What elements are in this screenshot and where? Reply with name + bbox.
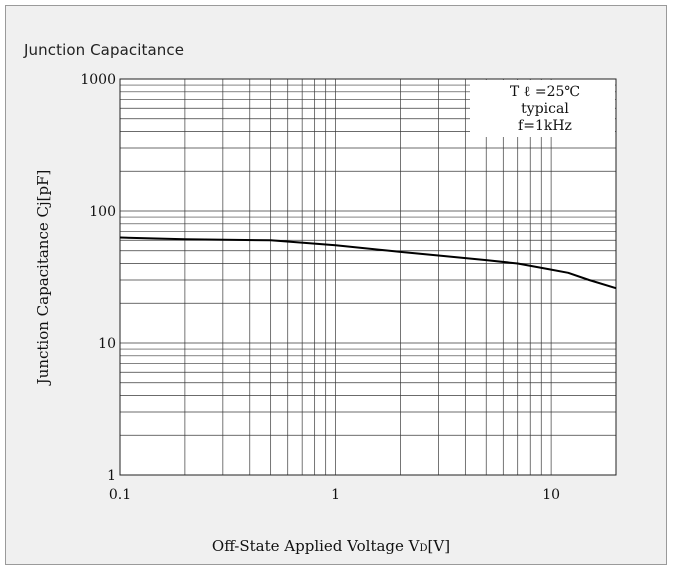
chart-title: Junction Capacitance [24,41,185,59]
x-tick-label: 1 [331,487,340,503]
y-tick-label: 10 [98,336,116,352]
plot-frame [119,78,617,476]
y-axis-label: Junction Capacitance Cj[pF] [34,170,52,387]
annotation-line: f=1kHz [518,118,572,134]
annotation-box [470,80,615,137]
tick-labels: 1 10 100 1000 0.1 1 10 [80,72,560,503]
x-tick-label: 10 [542,487,560,503]
x-axis-label: Off-State Applied Voltage VD[V] [212,537,450,555]
plot-area [120,79,616,475]
y-tick-label: 1 [107,468,116,484]
annotation-line: typical [521,101,569,117]
y-tick-label: 1000 [80,72,116,88]
x-tick-label: 0.1 [109,487,131,503]
y-tick-label: 100 [89,204,116,220]
series-line [119,236,617,290]
annotation-line: T ℓ =25℃ [510,84,580,100]
series-group [119,236,617,290]
